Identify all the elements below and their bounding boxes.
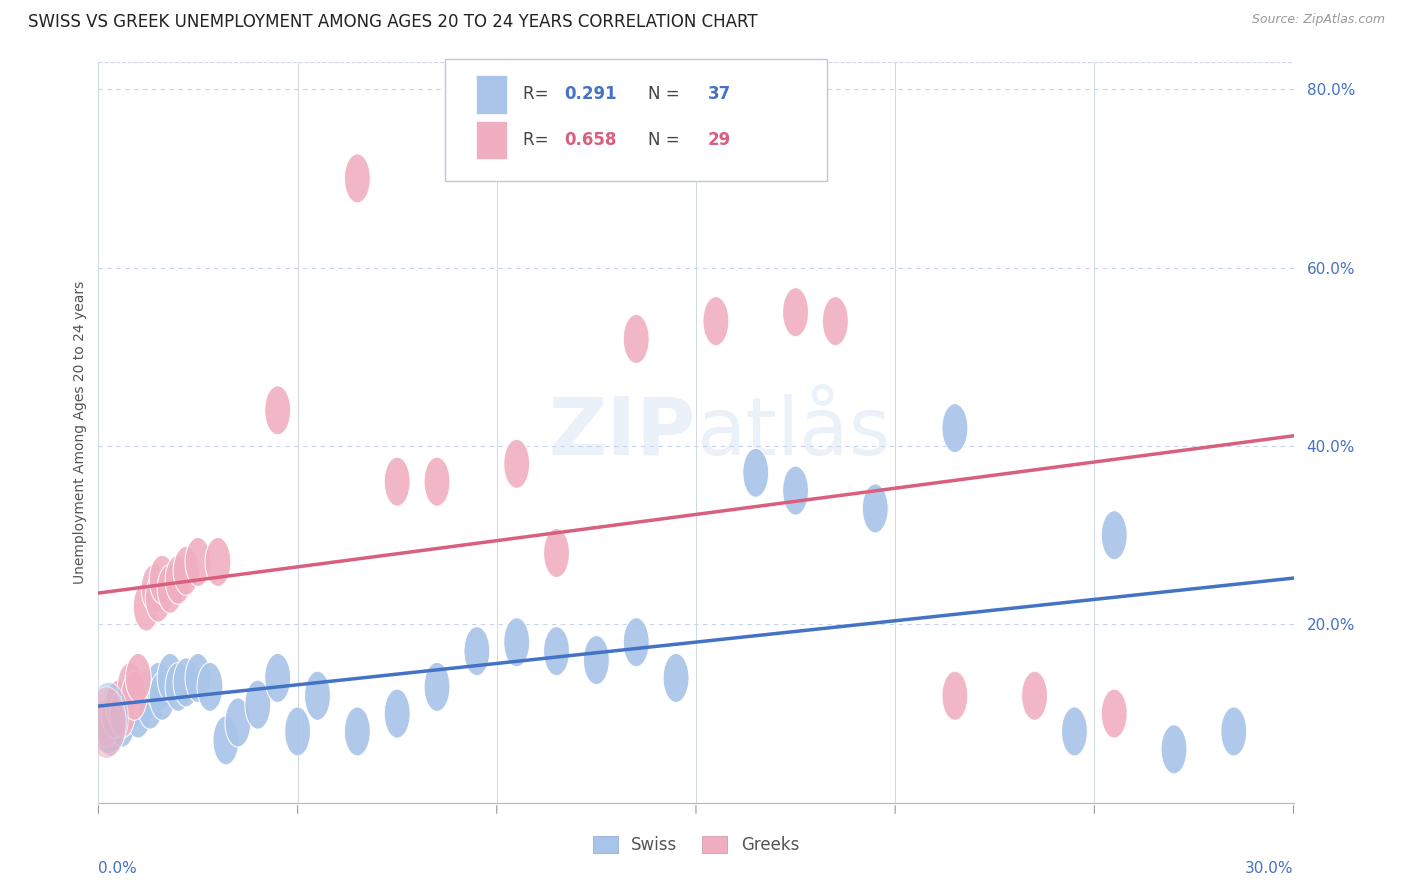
Ellipse shape [425, 662, 450, 712]
Ellipse shape [225, 698, 250, 747]
Ellipse shape [305, 671, 330, 721]
Ellipse shape [101, 689, 128, 739]
Ellipse shape [503, 617, 530, 667]
Ellipse shape [384, 457, 411, 507]
Ellipse shape [149, 671, 176, 721]
Ellipse shape [110, 698, 135, 747]
Ellipse shape [1022, 671, 1047, 721]
Ellipse shape [664, 653, 689, 703]
Ellipse shape [105, 680, 131, 730]
Ellipse shape [942, 671, 967, 721]
Ellipse shape [97, 706, 124, 756]
Text: Source: ZipAtlas.com: Source: ZipAtlas.com [1251, 13, 1385, 27]
Ellipse shape [145, 662, 172, 712]
Ellipse shape [623, 617, 650, 667]
Ellipse shape [141, 564, 167, 614]
Ellipse shape [125, 689, 152, 739]
Text: R=: R= [523, 131, 554, 149]
Ellipse shape [623, 314, 650, 363]
Ellipse shape [117, 662, 143, 712]
Ellipse shape [121, 671, 148, 721]
Ellipse shape [149, 555, 176, 605]
Text: N =: N = [648, 86, 679, 103]
Ellipse shape [544, 528, 569, 578]
Text: 0.658: 0.658 [565, 131, 617, 149]
Text: atlås: atlås [696, 393, 890, 472]
Ellipse shape [425, 457, 450, 507]
Text: 0.0%: 0.0% [98, 861, 138, 876]
Ellipse shape [93, 698, 120, 747]
Ellipse shape [264, 385, 291, 434]
Ellipse shape [503, 439, 530, 489]
Ellipse shape [110, 689, 135, 739]
Ellipse shape [165, 662, 191, 712]
Ellipse shape [1062, 706, 1087, 756]
FancyBboxPatch shape [477, 75, 508, 113]
Ellipse shape [212, 715, 239, 765]
Text: R=: R= [523, 86, 554, 103]
Ellipse shape [117, 680, 143, 730]
Ellipse shape [197, 662, 224, 712]
Ellipse shape [384, 689, 411, 739]
Ellipse shape [157, 564, 183, 614]
Ellipse shape [245, 680, 271, 730]
Ellipse shape [186, 537, 211, 587]
Ellipse shape [344, 153, 370, 202]
Ellipse shape [783, 466, 808, 516]
Y-axis label: Unemployment Among Ages 20 to 24 years: Unemployment Among Ages 20 to 24 years [73, 281, 87, 584]
Ellipse shape [464, 626, 489, 676]
Text: 37: 37 [709, 86, 731, 103]
Ellipse shape [134, 582, 159, 632]
Ellipse shape [125, 653, 152, 703]
Text: SWISS VS GREEK UNEMPLOYMENT AMONG AGES 20 TO 24 YEARS CORRELATION CHART: SWISS VS GREEK UNEMPLOYMENT AMONG AGES 2… [28, 13, 758, 31]
Ellipse shape [1101, 689, 1128, 739]
Text: 29: 29 [709, 131, 731, 149]
Text: 30.0%: 30.0% [1246, 861, 1294, 876]
Ellipse shape [138, 680, 163, 730]
Ellipse shape [145, 573, 172, 623]
Legend: Swiss, Greeks: Swiss, Greeks [586, 830, 806, 861]
Ellipse shape [89, 682, 128, 754]
Ellipse shape [862, 483, 889, 533]
Ellipse shape [165, 555, 191, 605]
Ellipse shape [823, 296, 848, 345]
Ellipse shape [1220, 706, 1247, 756]
Ellipse shape [942, 403, 967, 452]
Ellipse shape [87, 687, 127, 758]
Ellipse shape [1161, 724, 1187, 774]
Ellipse shape [264, 653, 291, 703]
Ellipse shape [186, 653, 211, 703]
Ellipse shape [205, 537, 231, 587]
Ellipse shape [134, 671, 159, 721]
Ellipse shape [1101, 510, 1128, 560]
FancyBboxPatch shape [446, 59, 827, 181]
Ellipse shape [703, 296, 728, 345]
Text: 0.291: 0.291 [565, 86, 617, 103]
Ellipse shape [173, 546, 200, 596]
Ellipse shape [105, 689, 131, 739]
Ellipse shape [783, 287, 808, 336]
FancyBboxPatch shape [477, 121, 508, 160]
Text: N =: N = [648, 131, 679, 149]
Ellipse shape [583, 635, 609, 685]
Text: ZIP: ZIP [548, 393, 696, 472]
Ellipse shape [284, 706, 311, 756]
Ellipse shape [742, 448, 769, 497]
Ellipse shape [157, 653, 183, 703]
Ellipse shape [173, 658, 200, 706]
Ellipse shape [344, 706, 370, 756]
Ellipse shape [544, 626, 569, 676]
